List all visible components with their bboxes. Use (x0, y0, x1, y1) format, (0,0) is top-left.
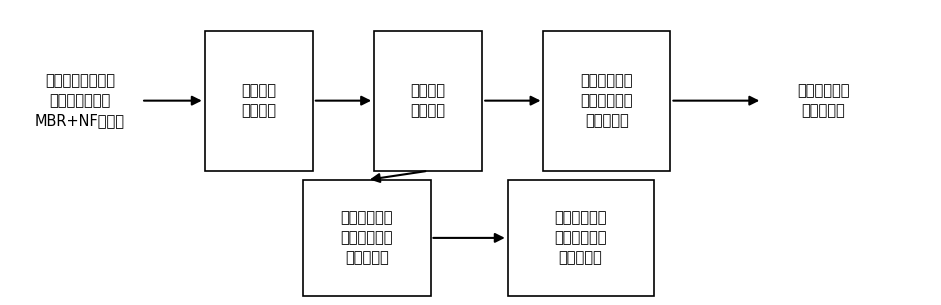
Text: 含低浓度二价
钉、镁离子的
沉淠上清液: 含低浓度二价 钉、镁离子的 沉淠上清液 (581, 73, 633, 128)
Text: 膜提取含腑植
酸水溶肥料: 膜提取含腑植 酸水溶肥料 (797, 83, 850, 118)
Text: 吸附有腑植酸
的碷酸钉、镁
混合沉淠物: 吸附有腑植酸 的碷酸钉、镁 混合沉淠物 (341, 210, 393, 265)
Bar (543, 30, 670, 171)
Bar (507, 180, 653, 296)
Text: 含高浓度二价钉、
镁离子的渗滤液
MBR+NF浓缩液: 含高浓度二价钉、 镁离子的渗滤液 MBR+NF浓缩液 (35, 73, 125, 128)
Bar (374, 30, 482, 171)
Text: 沉淠固液
分离系统: 沉淠固液 分离系统 (410, 83, 446, 118)
Bar (303, 180, 430, 296)
Text: 加碷酸盐
反应系统: 加碷酸盐 反应系统 (241, 83, 277, 118)
Text: 加浓硝酸溶解
为含腑植酸水
溶肥料原料: 加浓硝酸溶解 为含腑植酸水 溶肥料原料 (554, 210, 607, 265)
Bar (204, 30, 312, 171)
